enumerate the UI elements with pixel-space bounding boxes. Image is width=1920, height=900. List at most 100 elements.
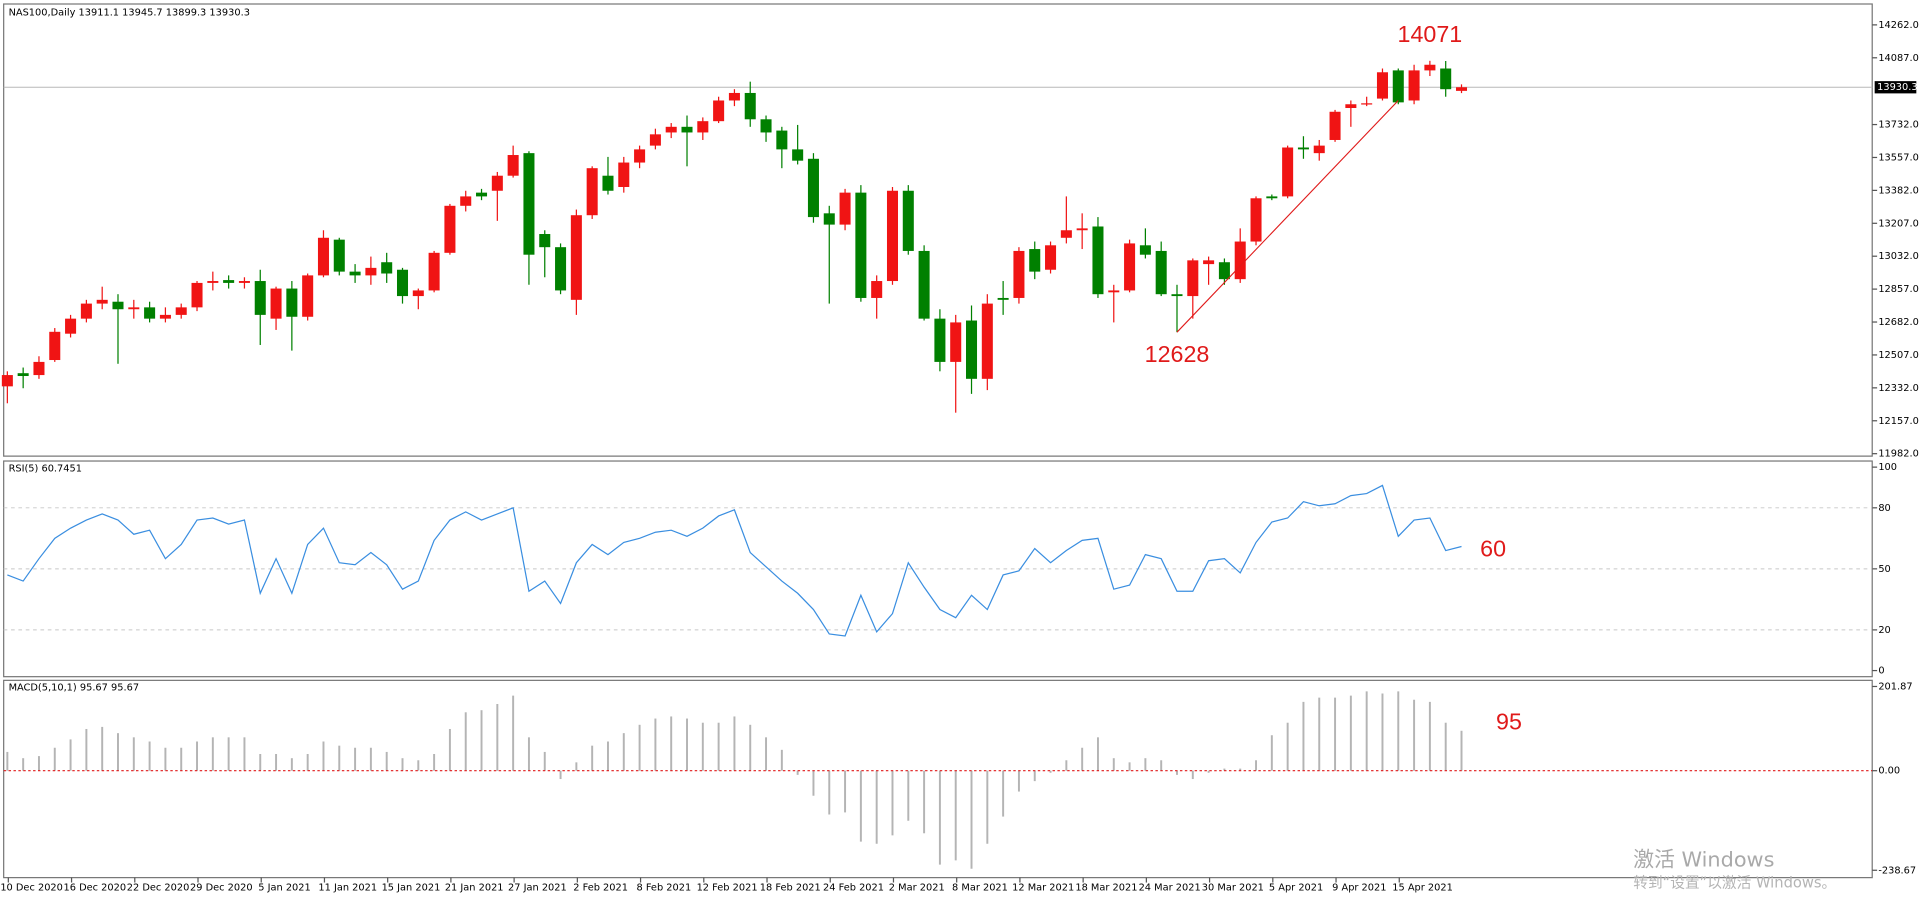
- candle-body: [1408, 70, 1420, 101]
- candle-body: [1455, 87, 1468, 91]
- candle-body: [1187, 260, 1199, 297]
- y-tick-label: 0.00: [1878, 766, 1900, 777]
- candle-body: [412, 290, 424, 297]
- x-tick-label: 15 Apr 2021: [1392, 882, 1453, 893]
- candle-body: [1440, 68, 1452, 90]
- candle-body: [1234, 241, 1246, 280]
- candle-body: [1171, 294, 1183, 297]
- y-tick-label: -238.67: [1878, 865, 1916, 876]
- x-tick-label: 2 Mar 2021: [889, 882, 945, 893]
- candle-body: [1361, 103, 1373, 105]
- y-tick-label: 13032.0: [1878, 251, 1919, 262]
- x-tick-label: 11 Jan 2021: [318, 882, 377, 893]
- x-tick-label: 5 Jan 2021: [258, 882, 311, 893]
- candle-body: [49, 331, 61, 361]
- candle-body: [728, 92, 740, 101]
- y-tick-label: 11982.0: [1878, 449, 1919, 460]
- y-tick-label: 12157.0: [1878, 416, 1919, 427]
- macd-title: MACD(5,10,1) 95.67 95.67: [9, 683, 140, 694]
- candle-body: [238, 281, 250, 283]
- annotation-low: 12628: [1145, 341, 1210, 367]
- candle-body: [223, 280, 235, 283]
- x-tick-label: 16 Dec 2020: [64, 882, 127, 893]
- y-tick-label: 100: [1878, 462, 1897, 473]
- candle-body: [491, 175, 503, 191]
- candle-body: [1045, 245, 1057, 270]
- candle-body: [365, 267, 377, 276]
- candle-body: [839, 192, 851, 225]
- candle-body: [807, 158, 819, 218]
- candle-body: [665, 126, 677, 133]
- candle-body: [602, 175, 614, 191]
- candle-body: [855, 192, 867, 298]
- candle-body: [428, 252, 440, 291]
- candle-body: [823, 213, 835, 225]
- candle-body: [649, 134, 661, 146]
- y-tick-label: 12682.0: [1878, 317, 1919, 328]
- candle-body: [33, 361, 45, 376]
- x-tick-label: 8 Feb 2021: [636, 882, 691, 893]
- candle-body: [17, 373, 29, 377]
- candle-body: [317, 237, 329, 276]
- candle-body: [1345, 104, 1357, 109]
- candle-body: [476, 192, 488, 197]
- x-tick-label: 29 Dec 2020: [190, 882, 253, 893]
- candle-body: [1376, 72, 1388, 99]
- y-tick-label: 13382.0: [1878, 185, 1919, 196]
- candle-body: [634, 149, 646, 163]
- x-tick-label: 12 Mar 2021: [1012, 882, 1074, 893]
- rsi-line: [7, 484, 1462, 637]
- candle-body: [381, 262, 393, 274]
- candle-body: [871, 281, 883, 298]
- candle-body: [950, 322, 962, 362]
- candle-body: [1218, 262, 1230, 280]
- y-tick-label: 12857.0: [1878, 284, 1919, 295]
- macd-annotation: 95: [1496, 708, 1522, 734]
- candle-body: [144, 307, 156, 319]
- candle-body: [1297, 147, 1309, 150]
- y-tick-label: 20: [1878, 625, 1890, 636]
- candle-body: [1203, 260, 1215, 265]
- candle-body: [349, 271, 361, 276]
- candle-body: [966, 320, 978, 379]
- candle-body: [286, 288, 298, 317]
- candle-body: [1013, 250, 1025, 298]
- candle-body: [65, 318, 77, 334]
- y-tick-label: 12507.0: [1878, 350, 1919, 361]
- x-tick-label: 12 Feb 2021: [697, 882, 758, 893]
- x-tick-label: 18 Feb 2021: [760, 882, 821, 893]
- candle-body: [207, 281, 219, 283]
- candle-body: [1155, 250, 1167, 295]
- x-tick-label: 27 Jan 2021: [508, 882, 567, 893]
- y-tick-label: 14087.0: [1878, 53, 1919, 64]
- candle-body: [1392, 70, 1404, 103]
- candle-body: [760, 119, 772, 133]
- annotation-high: 14071: [1398, 21, 1463, 47]
- candle-body: [1, 375, 13, 387]
- candle-body: [1424, 64, 1436, 71]
- candle-body: [1282, 147, 1294, 197]
- candle-body: [934, 318, 946, 362]
- candle-body: [886, 190, 899, 282]
- candle-body: [396, 269, 409, 297]
- current-price-label: 13930.3: [1877, 82, 1918, 93]
- candle-body: [792, 149, 804, 161]
- y-tick-label: 201.87: [1878, 681, 1912, 692]
- macd-panel: [3, 679, 1873, 879]
- watermark-sub: 转到“设置”以激活 Windows。: [1633, 875, 1836, 892]
- candle-body: [302, 275, 314, 317]
- y-tick-label: 0: [1878, 666, 1884, 677]
- candle-body: [80, 303, 92, 319]
- candle-body: [507, 155, 519, 176]
- candle-body: [1266, 196, 1278, 199]
- candle-body: [523, 153, 535, 255]
- y-tick-label: 13207.0: [1878, 218, 1919, 229]
- candle-body: [713, 100, 725, 122]
- candle-body: [586, 168, 598, 216]
- candle-body: [1329, 111, 1341, 140]
- candle-body: [444, 205, 456, 253]
- candle-body: [460, 196, 472, 206]
